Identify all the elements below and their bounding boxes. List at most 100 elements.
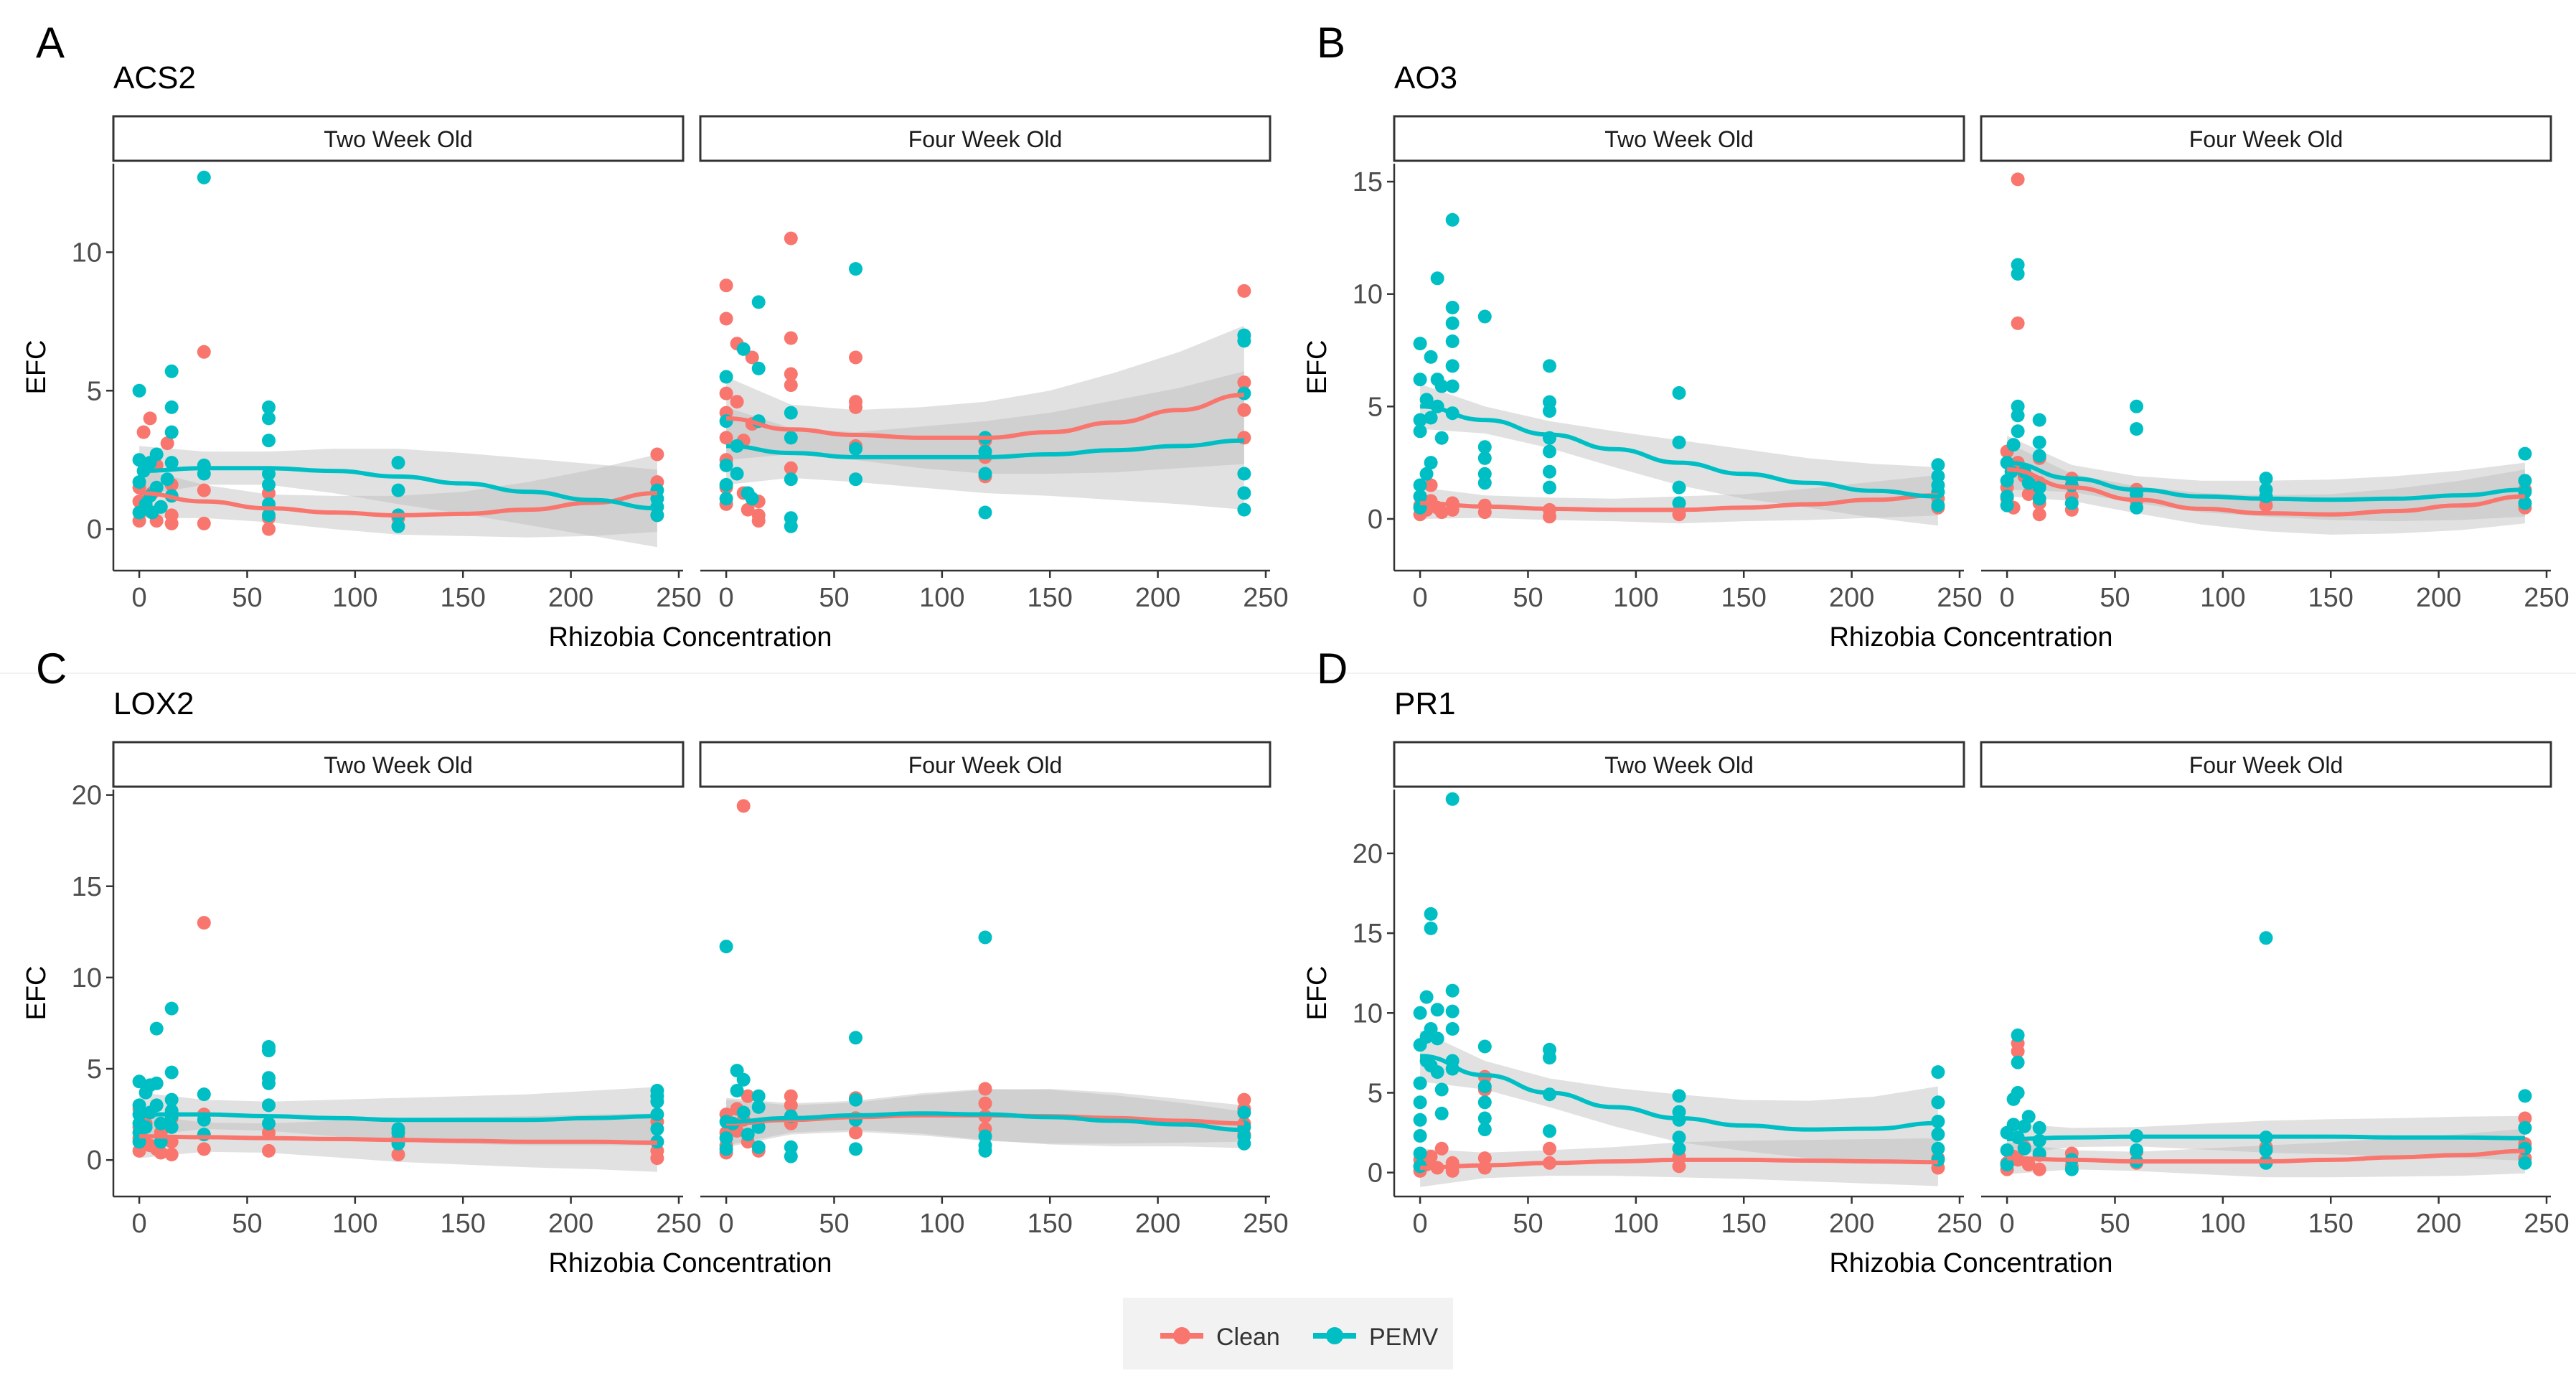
data-point-pemv (262, 1098, 276, 1113)
data-point-pemv (730, 467, 744, 481)
x-tick-label: 150 (2308, 1209, 2354, 1239)
data-point-pemv (154, 500, 168, 514)
data-point-clean (650, 1151, 664, 1166)
data-point-clean (784, 1098, 798, 1113)
data-point-pemv (1413, 1113, 1427, 1127)
facet-strip-label: Two Week Old (324, 752, 472, 778)
x-tick-label: 250 (1937, 583, 1982, 613)
data-point-pemv (2259, 931, 2273, 945)
data-point-clean (2011, 316, 2025, 330)
data-point-pemv (1424, 411, 1438, 425)
y-tick-label: 15 (1353, 919, 1383, 949)
x-tick-label: 200 (1829, 583, 1874, 613)
y-tick-label: 5 (1368, 392, 1383, 422)
data-point-pemv (1445, 1022, 1459, 1036)
data-point-pemv (1477, 1111, 1492, 1125)
data-point-pemv (2518, 446, 2532, 461)
data-point-pemv (391, 456, 405, 470)
data-point-pemv (2259, 490, 2273, 504)
x-tick-label: 250 (2524, 1209, 2569, 1239)
data-point-clean (197, 516, 211, 530)
data-point-pemv (849, 1142, 862, 1156)
data-point-clean (730, 395, 744, 409)
data-point-pemv (2011, 1055, 2025, 1069)
x-tick-label: 200 (2416, 583, 2461, 613)
data-point-pemv (1419, 393, 1434, 407)
legend-label-pemv: PEMV (1369, 1324, 1439, 1351)
data-point-pemv (1413, 490, 1427, 504)
data-point-clean (784, 331, 798, 345)
data-point-pemv (1543, 1124, 1556, 1138)
data-point-clean (741, 1089, 755, 1103)
data-point-pemv (849, 262, 862, 276)
facet-strip-label: Four Week Old (2189, 752, 2344, 778)
x-tick-label: 100 (1613, 1209, 1658, 1239)
data-point-pemv (1931, 1127, 1945, 1141)
data-point-clean (1543, 510, 1556, 524)
data-point-pemv (751, 1140, 766, 1154)
facet-strip-label: Two Week Old (324, 126, 472, 152)
data-point-pemv (1543, 359, 1556, 373)
y-axis-label: EFC (1302, 340, 1332, 395)
data-point-pemv (164, 425, 179, 439)
data-point-pemv (1477, 309, 1492, 324)
data-point-pemv (2017, 1141, 2031, 1156)
data-point-clean (784, 231, 798, 245)
data-point-clean (143, 411, 157, 426)
panel-d: D PR1 EFC 0 5 10 15 20 Two Week Old 0 50 100 150 200 2… (1302, 645, 2570, 1278)
data-point-pemv (2032, 413, 2046, 427)
data-point-pemv (1434, 1106, 1449, 1120)
y-axis-label: EFC (22, 966, 52, 1021)
data-point-pemv (2518, 1120, 2532, 1135)
data-point-pemv (1477, 1123, 1492, 1137)
facet-strip (699, 741, 1271, 788)
panel-title: ACS2 (113, 60, 196, 95)
data-point-pemv (978, 930, 992, 945)
x-tick-label: 200 (1829, 1209, 1874, 1239)
data-point-pemv (1931, 458, 1945, 472)
data-point-pemv (1237, 334, 1251, 348)
data-point-pemv (2130, 422, 2143, 436)
data-point-pemv (1543, 480, 1556, 495)
data-point-pemv (719, 370, 733, 384)
facet-strip (112, 115, 685, 162)
data-point-clean (849, 350, 862, 365)
data-point-pemv (1477, 476, 1492, 490)
x-tick-label: 100 (332, 1209, 377, 1239)
data-point-pemv (164, 1001, 179, 1016)
y-tick-label: 15 (1353, 167, 1383, 197)
data-point-clean (1477, 505, 1492, 520)
data-point-pemv (1237, 1105, 1251, 1120)
data-point-pemv (751, 361, 766, 375)
data-point-pemv (149, 1021, 164, 1036)
x-tick-label: 200 (548, 583, 593, 613)
data-point-pemv (1672, 1141, 1686, 1156)
data-point-pemv (262, 1076, 276, 1090)
data-point-pemv (2032, 435, 2046, 449)
panel-letter: C (36, 645, 67, 693)
x-tick-label: 200 (1135, 583, 1180, 613)
data-point-pemv (391, 1125, 405, 1140)
fit-line-clean (139, 1134, 657, 1145)
panel-letter: A (36, 19, 65, 67)
data-point-pemv (784, 406, 798, 420)
data-point-clean (784, 367, 798, 381)
data-point-clean (1434, 1141, 1449, 1156)
data-point-pemv (1445, 792, 1459, 806)
data-point-pemv (1672, 386, 1686, 400)
x-tick-label: 100 (2200, 583, 2245, 613)
data-point-pemv (751, 1100, 766, 1114)
data-point-pemv (1543, 444, 1556, 459)
data-point-pemv (1543, 404, 1556, 418)
data-point-pemv (1672, 1089, 1686, 1103)
panel-b: B AO3 EFC 0 5 10 15 Two Week Old 0 50 100 150 200 250… (1302, 19, 2570, 652)
data-point-clean (2032, 1162, 2046, 1176)
data-point-pemv (2011, 424, 2025, 439)
data-point-pemv (1445, 983, 1459, 998)
data-point-pemv (1424, 350, 1438, 364)
data-point-clean (978, 1082, 992, 1096)
data-point-pemv (2518, 496, 2532, 510)
data-point-pemv (2259, 472, 2273, 486)
y-tick-label: 10 (72, 238, 102, 268)
fit-line-pemv (139, 1112, 657, 1123)
